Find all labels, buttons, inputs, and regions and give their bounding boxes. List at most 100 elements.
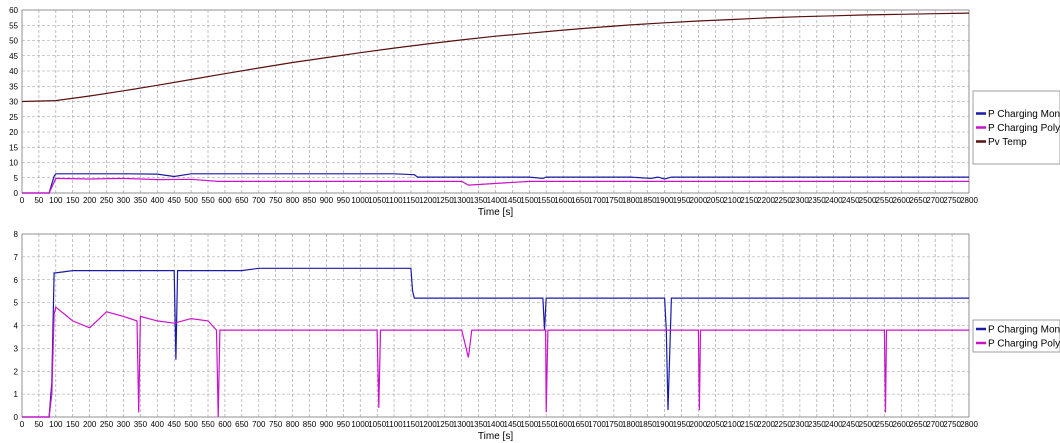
x-tick-label: 500 — [184, 196, 198, 205]
x-tick-label: 2000 — [690, 196, 708, 205]
legend-label: Pv Temp — [988, 137, 1027, 148]
x-tick-label: 2450 — [842, 420, 860, 429]
x-tick-label: 100 — [49, 420, 63, 429]
x-tick-label: 200 — [83, 196, 97, 205]
x-axis-label: Time [s] — [478, 431, 513, 442]
y-tick-label: 30 — [9, 98, 18, 107]
x-tick-label: 2550 — [876, 196, 894, 205]
x-tick-label: 1250 — [436, 420, 454, 429]
x-tick-label: 2750 — [943, 420, 961, 429]
x-tick-label: 1950 — [673, 420, 691, 429]
x-tick-label: 2650 — [909, 196, 927, 205]
y-tick-label: 5 — [14, 174, 19, 183]
x-tick-label: 1550 — [537, 196, 555, 205]
x-tick-label: 1850 — [639, 420, 657, 429]
legend-label: P Charging Mono — [988, 109, 1060, 120]
x-tick-label: 400 — [151, 196, 165, 205]
x-tick-label: 2500 — [859, 196, 877, 205]
series-line-p-charging-mono — [22, 267, 969, 418]
x-tick-label: 2600 — [892, 420, 910, 429]
y-tick-label: 0 — [14, 413, 19, 422]
series-line-p-charging-mono — [22, 173, 969, 194]
y-tick-label: 6 — [14, 276, 19, 285]
x-tick-label: 1050 — [368, 196, 386, 205]
x-tick-label: 850 — [303, 196, 317, 205]
x-tick-label: 1450 — [504, 420, 522, 429]
x-tick-label: 2250 — [774, 420, 792, 429]
legend-box — [972, 90, 1060, 165]
x-tick-label: 1050 — [368, 420, 386, 429]
x-tick-label: 400 — [151, 420, 165, 429]
x-tick-label: 0 — [20, 420, 25, 429]
x-axis-label: Time [s] — [478, 207, 513, 218]
x-tick-label: 1750 — [605, 420, 623, 429]
x-tick-label: 150 — [66, 420, 80, 429]
x-tick-label: 200 — [83, 420, 97, 429]
x-tick-label: 950 — [337, 420, 351, 429]
x-tick-label: 0 — [20, 196, 25, 205]
x-tick-label: 2100 — [723, 420, 741, 429]
x-tick-label: 1700 — [588, 196, 606, 205]
x-tick-label: 2150 — [740, 420, 758, 429]
series-line-pv-temp — [21, 12, 970, 103]
x-tick-label: 2800 — [960, 420, 978, 429]
x-tick-label: 1750 — [605, 196, 623, 205]
x-tick-label: 1600 — [554, 420, 572, 429]
y-tick-label: 5 — [14, 299, 19, 308]
y-tick-label: 45 — [9, 52, 18, 61]
x-tick-label: 450 — [168, 420, 182, 429]
series-line-p-charging-poly — [22, 177, 969, 194]
x-tick-label: 1700 — [588, 420, 606, 429]
legend-box — [972, 319, 1060, 353]
x-tick-label: 1000 — [351, 420, 369, 429]
x-tick-label: 600 — [218, 420, 232, 429]
legend-label: P Charging Poly — [988, 339, 1060, 350]
x-tick-label: 2350 — [808, 196, 826, 205]
y-tick-label: 35 — [9, 82, 18, 91]
x-tick-label: 1100 — [385, 420, 403, 429]
x-tick-label: 1900 — [656, 196, 674, 205]
x-tick-label: 2200 — [757, 420, 775, 429]
y-tick-label: 4 — [14, 322, 19, 331]
x-tick-label: 750 — [269, 196, 283, 205]
x-tick-label: 300 — [117, 420, 131, 429]
x-tick-label: 1100 — [385, 196, 403, 205]
x-tick-label: 650 — [235, 420, 249, 429]
x-tick-label: 800 — [286, 420, 300, 429]
x-tick-label: 350 — [134, 196, 148, 205]
x-tick-label: 700 — [252, 420, 266, 429]
x-tick-label: 50 — [34, 196, 43, 205]
x-tick-label: 1350 — [470, 196, 488, 205]
x-tick-label: 1550 — [537, 420, 555, 429]
x-tick-label: 1150 — [402, 196, 420, 205]
x-tick-label: 100 — [49, 196, 63, 205]
x-tick-label: 700 — [252, 196, 266, 205]
x-tick-label: 850 — [303, 420, 317, 429]
x-tick-label: 300 — [117, 196, 131, 205]
x-tick-label: 2700 — [926, 420, 944, 429]
x-tick-label: 1850 — [639, 196, 657, 205]
x-tick-label: 1400 — [487, 420, 505, 429]
x-tick-label: 950 — [337, 196, 351, 205]
x-tick-label: 2650 — [909, 420, 927, 429]
legend-label: P Charging Mono — [988, 325, 1060, 336]
y-tick-label: 25 — [9, 113, 18, 122]
x-tick-label: 1500 — [520, 196, 538, 205]
x-tick-label: 2350 — [808, 420, 826, 429]
x-tick-label: 2000 — [690, 420, 708, 429]
x-tick-label: 2150 — [740, 196, 758, 205]
chart-top: 0 50 100 150 200 250 300 350 400 450 500 550 600 650 7… — [9, 6, 1060, 218]
series-line-p-charging-poly — [22, 306, 969, 418]
x-tick-label: 2050 — [706, 420, 724, 429]
x-tick-label: 650 — [235, 196, 249, 205]
x-tick-label: 250 — [100, 420, 114, 429]
x-tick-label: 750 — [269, 420, 283, 429]
y-tick-label: 3 — [14, 344, 19, 353]
x-tick-label: 1650 — [571, 420, 589, 429]
x-tick-label: 2300 — [791, 420, 809, 429]
y-tick-label: 0 — [14, 189, 19, 198]
x-tick-label: 2050 — [706, 196, 724, 205]
x-tick-label: 2250 — [774, 196, 792, 205]
x-tick-label: 1000 — [351, 196, 369, 205]
